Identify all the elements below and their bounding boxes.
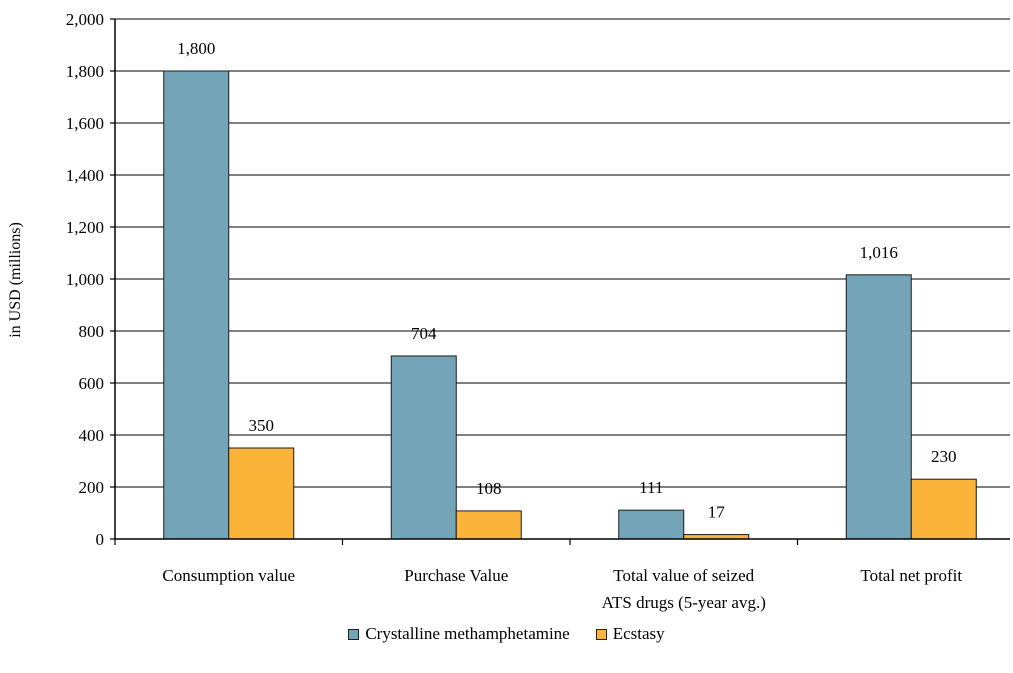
y-tick-label: 1,600	[66, 114, 104, 133]
bars	[163, 70, 977, 540]
data-label: 111	[639, 478, 663, 497]
x-category-label: Total net profit	[860, 566, 962, 585]
axes	[110, 18, 1010, 545]
y-tick-label: 200	[79, 478, 105, 497]
y-tick-label: 1,800	[66, 62, 104, 81]
bar-crystalline-methamphetamine	[390, 355, 457, 540]
legend-swatch-series-2	[595, 628, 607, 640]
y-tick-label: 2,000	[66, 10, 104, 29]
x-category-labels: Consumption value Purchase Value Total val…	[162, 566, 962, 612]
legend: Crystalline methamphetamine Ecstasy	[0, 622, 1013, 646]
data-label: 108	[476, 479, 502, 498]
data-label: 1,800	[177, 39, 215, 58]
data-label: 350	[249, 416, 275, 435]
data-label: 704	[411, 324, 437, 343]
y-tick-label: 800	[79, 322, 105, 341]
legend-swatch-series-1	[348, 628, 360, 640]
gridlines	[115, 18, 1010, 488]
data-labels: 1,800 350 704 108 111 17 1,016 230	[177, 39, 956, 522]
legend-label-series-2: Ecstasy	[612, 624, 665, 643]
legend-item-series-1: Crystalline methamphetamine	[348, 624, 570, 644]
y-axis-label: in USD (millions)	[7, 222, 24, 338]
bar-crystalline-methamphetamine	[618, 509, 685, 540]
y-tick-label: 400	[79, 426, 105, 445]
x-category-label: Purchase Value	[404, 566, 508, 585]
data-label: 230	[931, 447, 957, 466]
y-tick-label: 600	[79, 374, 105, 393]
bar-ecstasy	[910, 478, 977, 540]
bar-ecstasy	[455, 510, 522, 540]
data-label: 1,016	[860, 243, 898, 262]
data-label: 17	[708, 503, 726, 522]
bar-crystalline-methamphetamine	[163, 70, 230, 540]
y-tick-label: 1,000	[66, 270, 104, 289]
bar-chart: 0 200 400 600 800 1,000 1,200 1,400 1,600 1,800 2,…	[7, 10, 1010, 612]
y-tick-labels: 0 200 400 600 800 1,000 1,200 1,400 1,600 1,800 2,…	[66, 10, 104, 549]
x-category-label: Total value of seized	[613, 566, 754, 585]
y-tick-label: 0	[96, 530, 105, 549]
bar-ecstasy	[228, 447, 295, 540]
bar-crystalline-methamphetamine	[845, 274, 912, 540]
x-category-label: ATS drugs (5-year avg.)	[602, 593, 766, 612]
y-tick-label: 1,400	[66, 166, 104, 185]
x-category-label: Consumption value	[162, 566, 295, 585]
legend-item-series-2: Ecstasy	[595, 624, 665, 644]
y-tick-label: 1,200	[66, 218, 104, 237]
legend-label-series-1: Crystalline methamphetamine	[365, 624, 570, 643]
